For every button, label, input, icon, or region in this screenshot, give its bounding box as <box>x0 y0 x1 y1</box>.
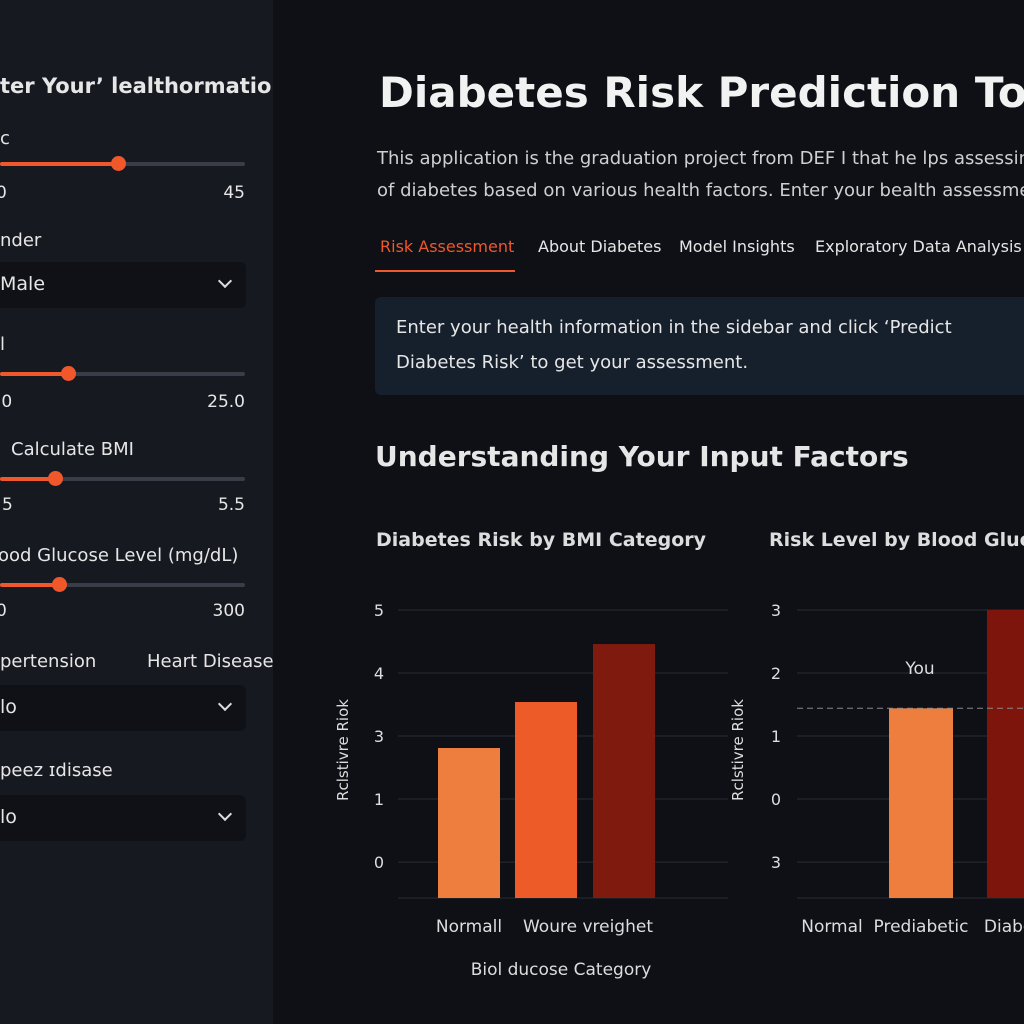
max: 300 <box>212 601 245 621</box>
y-tick-label: 1 <box>771 727 781 746</box>
x-tick-label: Normall <box>436 917 502 937</box>
chart-title: Diabetes Risk by BMI Category <box>376 529 707 551</box>
min: 0 <box>0 601 7 621</box>
x-tick-label: Woure vreighet <box>523 917 653 937</box>
sidebar: ter Your’ lealthormation c 0 45 nder Mal… <box>0 0 273 1024</box>
info-text: Enter your health information in the sid… <box>396 317 952 338</box>
x-tick-label: Prediabetic <box>874 917 969 937</box>
tab[interactable]: About Diabetes <box>538 237 662 256</box>
select[interactable]: Male <box>0 262 246 308</box>
y-axis-label: Rclstivre Riok <box>729 699 747 801</box>
description: This application is the graduation proje… <box>377 148 1024 169</box>
slider[interactable] <box>0 366 245 381</box>
y-tick-label: 3 <box>771 601 781 620</box>
y-tick-label: 0 <box>374 853 384 872</box>
label: Calculate BMI <box>11 439 134 460</box>
x-tick-label: Normal <box>801 917 863 937</box>
y-tick-label: 2 <box>771 664 781 683</box>
max: 25.0 <box>207 392 245 412</box>
bar <box>515 702 577 898</box>
y-tick-label: 4 <box>374 664 384 683</box>
min: 5 <box>2 495 13 515</box>
y-axis-label: Rclstivre Riok <box>334 699 352 801</box>
chart-title: Risk Level by Blood Glucose <box>769 529 1024 551</box>
select[interactable]: lo <box>0 685 246 731</box>
select-value: lo <box>0 696 17 718</box>
select-value: Male <box>0 273 46 295</box>
bar <box>889 708 953 898</box>
x-axis-label: Biol ducose Category <box>471 960 652 980</box>
tab-underline <box>375 270 515 272</box>
max: 45 <box>223 183 245 203</box>
label: peez ɪdisase <box>0 760 113 781</box>
marker-label: You <box>904 659 934 679</box>
min: 0 <box>0 183 7 203</box>
info-box: Enter your health information in the sid… <box>375 297 1024 395</box>
description: of diabetes based on various health fact… <box>377 180 1024 201</box>
label: c <box>0 128 10 149</box>
label: Heart Disease <box>147 651 273 672</box>
label: nder <box>0 230 42 251</box>
y-tick-label: 3 <box>771 853 781 872</box>
section-heading: Understanding Your Input Factors <box>375 440 909 473</box>
y-tick-label: 1 <box>374 790 384 809</box>
label: ood Glucose Level (mg/dL) <box>0 545 239 566</box>
slider[interactable] <box>0 156 245 171</box>
page-title: Diabetes Risk Prediction Tool <box>379 68 1024 117</box>
bar <box>593 644 655 898</box>
bar <box>438 748 500 898</box>
y-tick-label: 0 <box>771 790 781 809</box>
label: l <box>0 334 6 355</box>
y-tick-label: 5 <box>374 601 384 620</box>
select-value: lo <box>0 806 17 828</box>
x-tick-label: Diabetic <box>984 917 1024 937</box>
label: pertension <box>0 651 97 672</box>
slider[interactable] <box>0 471 245 486</box>
slider[interactable] <box>0 577 245 592</box>
max: 5.5 <box>217 495 245 515</box>
min: .0 <box>0 392 13 412</box>
tab[interactable]: Model Insights <box>679 237 795 256</box>
bar <box>987 610 1024 898</box>
tab[interactable]: Risk Assessment <box>380 237 515 256</box>
select[interactable]: lo <box>0 795 246 841</box>
tab[interactable]: Exploratory Data Analysis <box>815 237 1022 256</box>
y-tick-label: 3 <box>374 727 384 746</box>
info-text: Diabetes Risk’ to get your assessment. <box>396 352 749 373</box>
sidebar-title: ter Your’ lealthormation <box>0 74 273 98</box>
